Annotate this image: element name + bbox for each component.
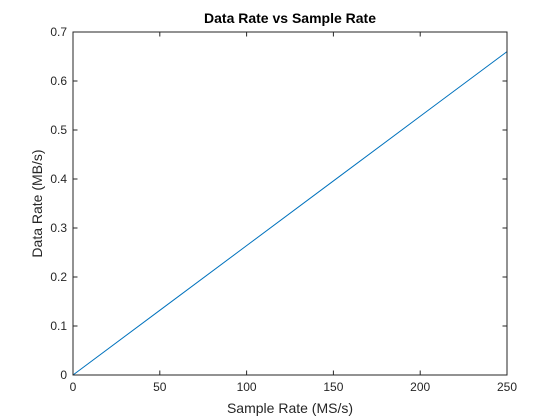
y-tick-label: 0.3 xyxy=(50,221,67,235)
x-tick-label: 0 xyxy=(70,380,77,394)
y-tick-label: 0.6 xyxy=(50,74,67,88)
series-layer xyxy=(72,51,508,376)
y-tick-label: 0 xyxy=(60,368,67,382)
series-line xyxy=(72,51,508,376)
y-axis-label: Data Rate (MB/s) xyxy=(29,149,45,257)
y-tick-label: 0.1 xyxy=(50,319,67,333)
x-tick-label: 250 xyxy=(497,380,517,394)
plot-area xyxy=(73,32,507,375)
y-tick-label: 0.4 xyxy=(50,172,67,186)
x-axis-label: Sample Rate (MS/s) xyxy=(227,400,353,416)
y-tick-label: 0.7 xyxy=(50,25,67,39)
x-tick-label: 100 xyxy=(237,380,257,394)
y-tick-label: 0.2 xyxy=(50,270,67,284)
y-tick-label: 0.5 xyxy=(50,123,67,137)
x-tick-label: 150 xyxy=(323,380,343,394)
axes-box xyxy=(72,31,508,376)
chart-title: Data Rate vs Sample Rate xyxy=(204,10,376,26)
x-tick-label: 50 xyxy=(153,380,167,394)
x-tick-label: 200 xyxy=(410,380,430,394)
